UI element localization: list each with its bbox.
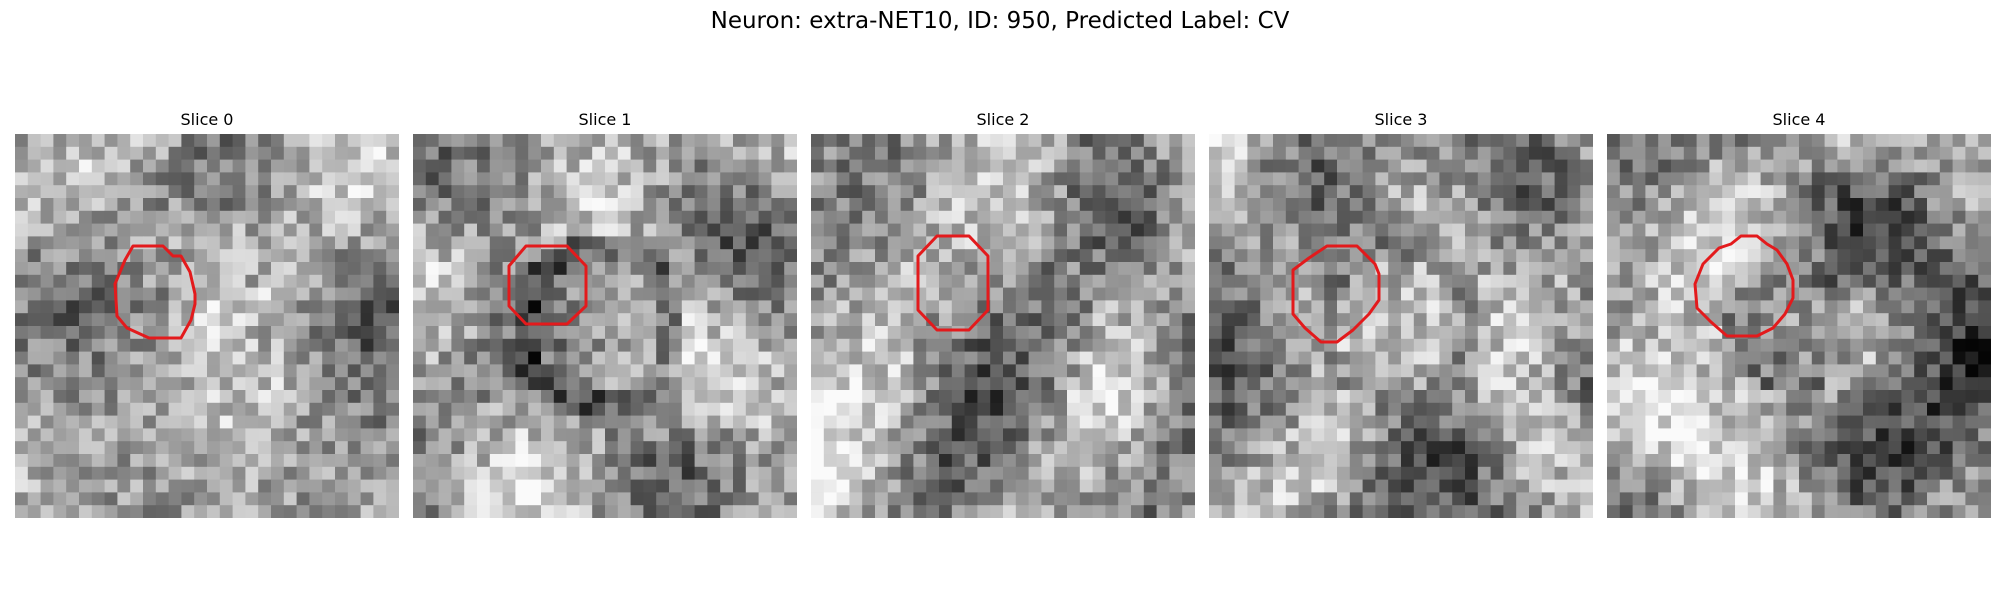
- contour-4: [1693, 234, 1795, 338]
- slice-panel-3: Slice 3: [1209, 110, 1593, 518]
- slice-title-4: Slice 4: [1772, 110, 1826, 129]
- contour-0: [113, 244, 197, 340]
- slice-panel-1: Slice 1: [413, 110, 797, 518]
- slice-title-1: Slice 1: [578, 110, 632, 129]
- contour-3: [1291, 244, 1381, 344]
- figure-title: Neuron: extra-NET10, ID: 950, Predicted …: [710, 8, 1290, 34]
- slice-image-0: [15, 134, 399, 518]
- slice-panel-4: Slice 4: [1607, 110, 1991, 518]
- slice-image-3: [1209, 134, 1593, 518]
- slice-title-0: Slice 0: [180, 110, 234, 129]
- contour-1: [507, 244, 588, 326]
- slice-image-1: [413, 134, 797, 518]
- slice-image-4: [1607, 134, 1991, 518]
- slice-title-3: Slice 3: [1374, 110, 1428, 129]
- slice-panel-0: Slice 0: [15, 110, 399, 518]
- slice-title-2: Slice 2: [976, 110, 1030, 129]
- slice-panel-2: Slice 2: [811, 110, 1195, 518]
- slice-image-2: [811, 134, 1195, 518]
- contour-2: [916, 234, 990, 332]
